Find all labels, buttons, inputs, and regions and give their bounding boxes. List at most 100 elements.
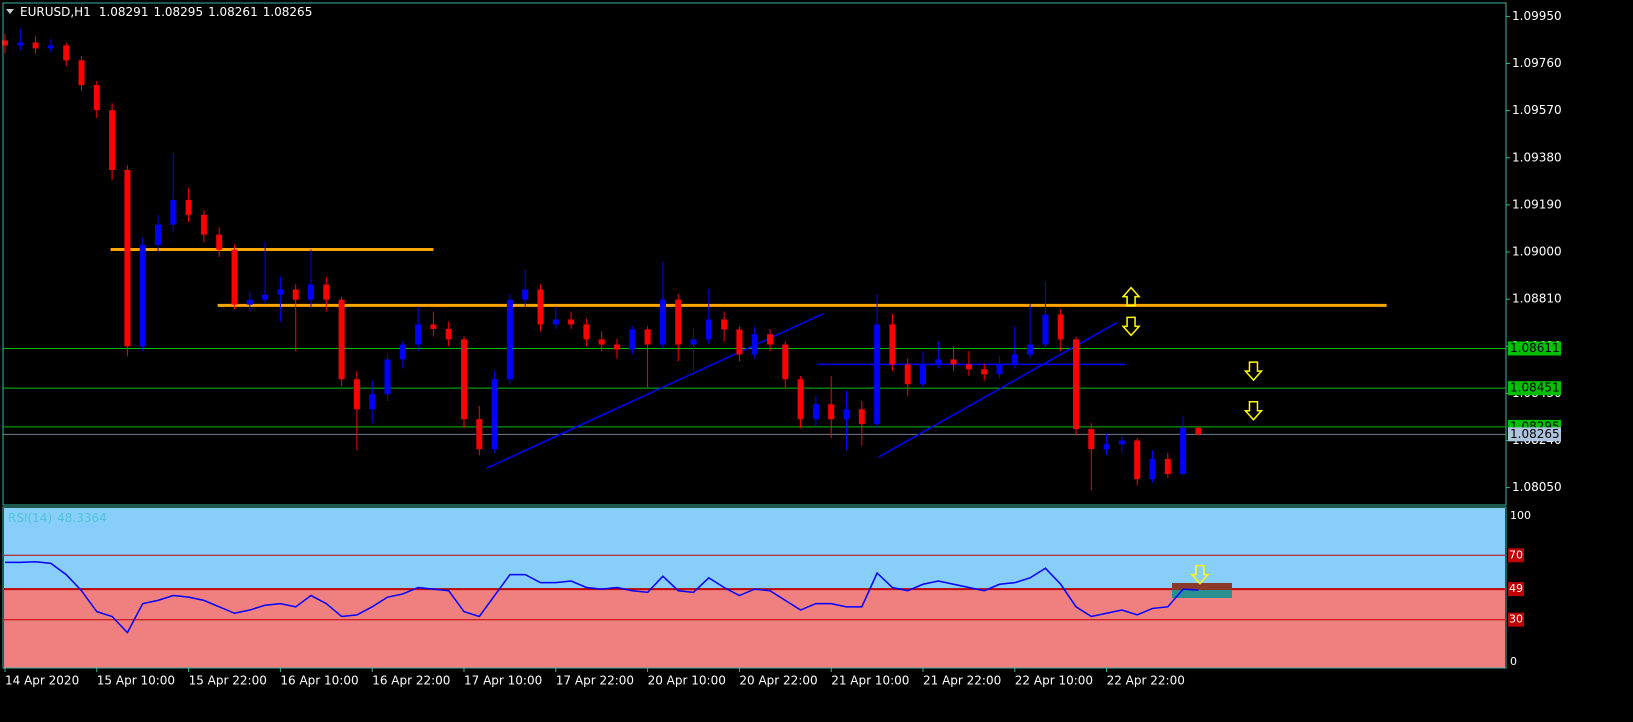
rsi-level-label: 70 bbox=[1509, 548, 1523, 561]
candle-body bbox=[231, 249, 238, 305]
candle-body bbox=[1011, 354, 1018, 365]
candle-body bbox=[568, 319, 575, 325]
candle-body bbox=[124, 169, 131, 347]
candle-body bbox=[843, 409, 850, 420]
x-tick-label: 15 Apr 10:00 bbox=[97, 674, 175, 688]
x-tick-label: 20 Apr 22:00 bbox=[739, 674, 817, 688]
candle-body bbox=[1149, 459, 1156, 479]
candle-body bbox=[445, 328, 452, 340]
candle-body bbox=[399, 344, 406, 360]
candle-body bbox=[216, 234, 223, 250]
y-tick-label: 1.08050 bbox=[1512, 480, 1562, 494]
candle-body bbox=[139, 244, 146, 347]
y-tick-label: 1.09190 bbox=[1512, 197, 1562, 211]
rsi-frame bbox=[2, 506, 1507, 669]
x-tick-label: 20 Apr 10:00 bbox=[648, 674, 726, 688]
candle-body bbox=[644, 329, 651, 345]
candle-body bbox=[996, 364, 1003, 375]
rsi-tick-label: 100 bbox=[1510, 509, 1531, 522]
candle-body bbox=[461, 339, 467, 420]
chart-header: EURUSD,H1 1.08291 1.08295 1.08261 1.08265 bbox=[20, 5, 312, 19]
candle-body bbox=[981, 369, 988, 375]
candle-body bbox=[659, 299, 666, 345]
symbol: EURUSD,H1 bbox=[20, 5, 91, 19]
rsi-arrow bbox=[1190, 564, 1210, 585]
candle-body bbox=[1134, 440, 1141, 479]
candle-body bbox=[1027, 344, 1034, 355]
candle-body bbox=[904, 364, 911, 385]
rsi-level-label-bg bbox=[1508, 582, 1524, 597]
candle-body bbox=[782, 344, 789, 380]
ohlc: 1.08291 1.08295 1.08261 1.08265 bbox=[99, 5, 313, 19]
candle-body bbox=[262, 294, 269, 300]
y-tick-label: 1.09000 bbox=[1512, 245, 1562, 259]
candle-body bbox=[675, 299, 682, 345]
candle-body bbox=[308, 284, 314, 300]
candle-body bbox=[17, 42, 24, 46]
candle-body bbox=[155, 224, 161, 245]
price-level-label: 1.08451 bbox=[1510, 381, 1560, 395]
candle-body bbox=[598, 339, 605, 345]
rsi-level-label: 49 bbox=[1509, 582, 1523, 595]
candle-body bbox=[491, 379, 498, 450]
candle-body bbox=[430, 324, 437, 329]
candle-body bbox=[353, 379, 360, 410]
signal-arrow bbox=[1243, 361, 1264, 382]
candle-body bbox=[93, 85, 100, 111]
candle-body bbox=[950, 359, 957, 365]
rsi-line bbox=[5, 560, 1199, 634]
x-tick-label: 22 Apr 10:00 bbox=[1015, 674, 1093, 688]
candle-body bbox=[47, 45, 54, 49]
candle-body bbox=[63, 45, 70, 61]
y-tick-label: 1.09380 bbox=[1512, 150, 1562, 164]
candle-body bbox=[32, 42, 39, 49]
candle-body bbox=[629, 329, 636, 350]
candle-body bbox=[476, 419, 483, 450]
candle-body bbox=[185, 199, 192, 215]
signal-arrow bbox=[1121, 316, 1141, 337]
price-level-label: 1.08265 bbox=[1510, 427, 1560, 441]
candle-body bbox=[1195, 427, 1202, 435]
candle-body bbox=[292, 289, 299, 300]
price-level-label-bg bbox=[1508, 427, 1561, 442]
signal-arrow bbox=[1243, 401, 1264, 421]
candle-body bbox=[1103, 444, 1110, 450]
rsi-upper-zone bbox=[4, 508, 1505, 591]
header-value: 1.08261 bbox=[208, 5, 258, 19]
x-tick-label: 21 Apr 22:00 bbox=[923, 674, 1001, 688]
header-value: 1.08291 bbox=[99, 5, 149, 19]
candle-body bbox=[246, 299, 253, 305]
candle-body bbox=[920, 364, 926, 385]
candle-body bbox=[1118, 440, 1125, 445]
candle-body bbox=[721, 319, 728, 330]
candle-body bbox=[751, 334, 758, 355]
plot-area bbox=[2, 28, 1506, 634]
candle-body bbox=[767, 334, 773, 345]
candle-body bbox=[1073, 339, 1079, 430]
candle-body bbox=[338, 299, 345, 380]
candle-body bbox=[935, 359, 942, 365]
collapse-icon[interactable] bbox=[6, 9, 14, 14]
candle-body bbox=[109, 110, 116, 170]
candle-body bbox=[583, 324, 590, 340]
candle-body bbox=[736, 329, 743, 355]
x-tick-label: 15 Apr 22:00 bbox=[189, 674, 267, 688]
y-tick-label: 1.09950 bbox=[1512, 9, 1562, 23]
rsi-name: RSI(14) bbox=[8, 511, 52, 525]
x-tick-label: 16 Apr 22:00 bbox=[372, 674, 450, 688]
rsi-box bbox=[1172, 590, 1232, 598]
rsi-level-label: 30 bbox=[1509, 613, 1523, 626]
candle-body bbox=[200, 214, 207, 235]
candle-body bbox=[506, 299, 513, 380]
rsi-level-label-bg bbox=[1508, 612, 1524, 627]
header-value: 1.08265 bbox=[263, 5, 313, 19]
candle-body bbox=[812, 404, 819, 420]
rsi-label: RSI(14) 48.3364 bbox=[8, 511, 107, 525]
y-tick-label: 1.09760 bbox=[1512, 56, 1562, 70]
price-frame bbox=[2, 2, 1507, 506]
y-tick-label: 1.08810 bbox=[1512, 292, 1562, 306]
x-tick-label: 14 Apr 2020 bbox=[5, 674, 79, 688]
x-tick-label: 21 Apr 10:00 bbox=[831, 674, 909, 688]
candle-body bbox=[1180, 427, 1187, 474]
